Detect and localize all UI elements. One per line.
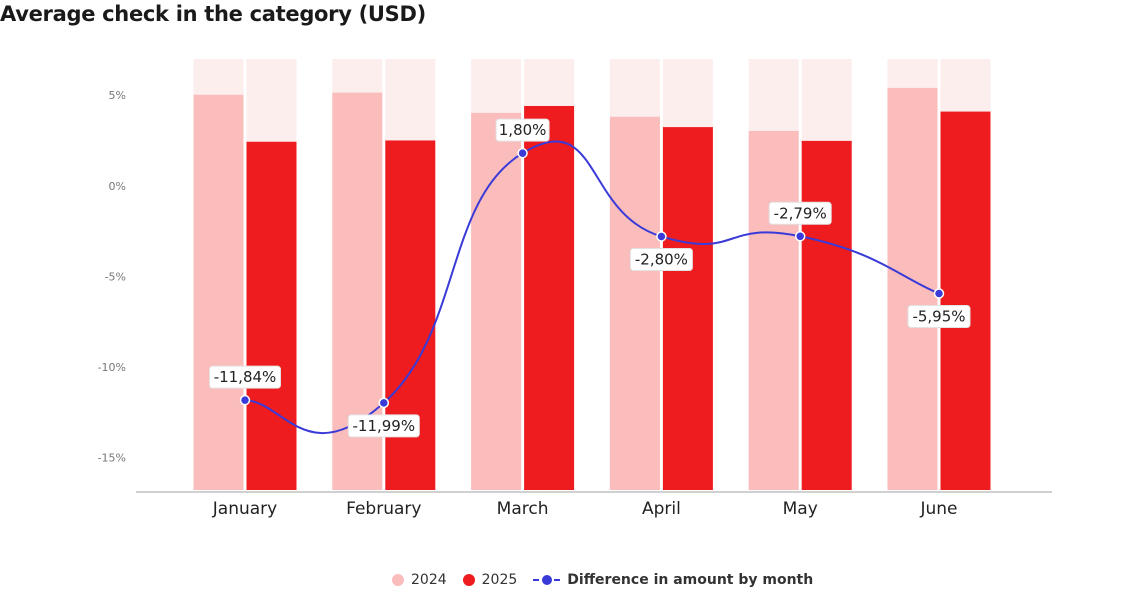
bar-2025-march	[524, 105, 575, 490]
legend-swatch-2024	[392, 574, 404, 586]
data-label-text: -2,79%	[774, 204, 827, 222]
x-tick-label: April	[642, 499, 681, 519]
y-tick-label: 0%	[109, 180, 126, 193]
y-axis-ticks: 5% 0% -5% -10% -15%	[98, 89, 126, 464]
data-label: -2,80%	[629, 247, 693, 271]
data-label: -2,79%	[768, 201, 832, 225]
x-tick-label: March	[497, 499, 549, 519]
legend-label-2024: 2024	[411, 572, 447, 588]
difference-points	[239, 147, 945, 409]
bar-2025-april	[662, 127, 713, 491]
data-label-box	[209, 365, 281, 389]
bar-2024-january	[193, 94, 244, 490]
data-label: -11,84%	[209, 365, 281, 389]
legend-line-swatch	[533, 574, 561, 586]
data-label-text: -5,95%	[912, 308, 965, 326]
x-tick-label: May	[783, 499, 818, 519]
x-tick-label: January	[212, 499, 277, 519]
data-label-box	[629, 247, 693, 271]
difference-point	[794, 231, 806, 242]
bar-2024-may	[748, 130, 799, 491]
data-label-box	[347, 414, 420, 438]
difference-point	[933, 288, 945, 299]
bar-2024-april	[609, 116, 660, 490]
legend-label-difference: Difference in amount by month	[567, 572, 814, 588]
chart-title: Average check in the category (USD)	[0, 2, 426, 26]
bars	[193, 87, 991, 491]
data-label-text: -11,84%	[214, 368, 277, 386]
data-label-text: -11,99%	[352, 417, 415, 435]
y-tick-label: -10%	[98, 361, 126, 374]
legend-swatch-2025	[462, 574, 475, 586]
bar-backgrounds	[193, 59, 991, 490]
y-tick-label: -15%	[98, 451, 126, 464]
legend-item-2024[interactable]: 2024	[392, 572, 447, 588]
data-label: -11,99%	[347, 414, 420, 438]
legend: 2024 2025 Difference in amount by month	[392, 572, 829, 588]
bar-2025-february	[385, 140, 436, 491]
x-tick-label: June	[919, 499, 957, 519]
bar-2025-june	[940, 111, 991, 490]
difference-point	[656, 231, 667, 242]
x-axis-ticks: January February March April May June	[212, 499, 958, 519]
data-label-box	[495, 118, 550, 142]
data-labels: -11,84% -11,99% 1,80% -2,80% -2,79% -5,95%	[209, 118, 971, 438]
difference-point	[517, 147, 528, 159]
legend-label-2025: 2025	[481, 572, 518, 588]
data-label-box	[907, 305, 971, 329]
y-tick-label: 5%	[109, 89, 126, 102]
y-tick-label: -5%	[105, 270, 126, 283]
bar-2025-may	[801, 140, 852, 490]
data-label: 1,80%	[495, 118, 550, 142]
data-label-text: 1,80%	[499, 121, 547, 139]
bar-2025-january	[246, 141, 297, 490]
data-label-text: -2,80%	[635, 250, 688, 268]
legend-item-difference[interactable]: Difference in amount by month	[533, 572, 813, 588]
data-label-box	[768, 201, 832, 225]
difference-point	[378, 397, 390, 409]
legend-item-2025[interactable]: 2025	[462, 572, 518, 588]
bar-2024-march	[471, 112, 522, 490]
x-tick-label: February	[346, 499, 421, 519]
difference-point	[239, 394, 251, 406]
data-label: -5,95%	[907, 305, 971, 329]
